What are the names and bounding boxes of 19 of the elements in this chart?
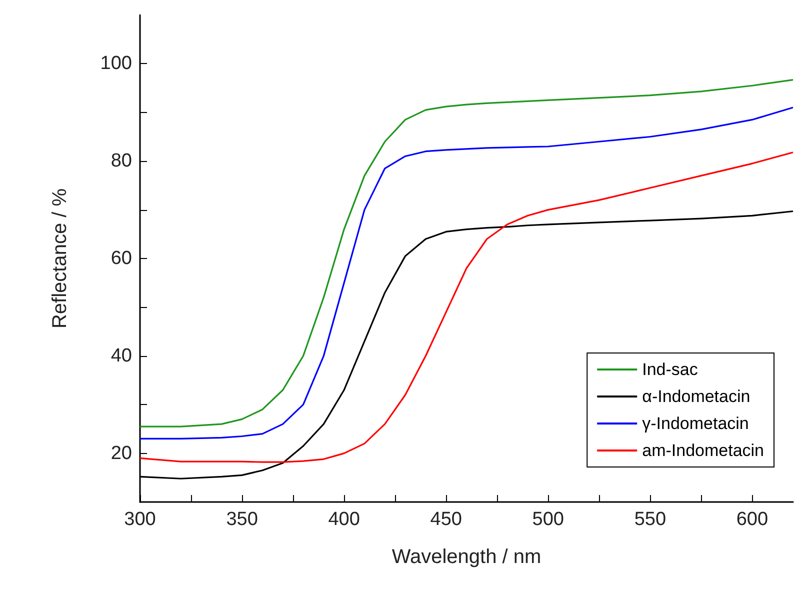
x-tick-label: 600 (736, 509, 768, 530)
x-axis-title: Wavelength / nm (392, 546, 542, 568)
x-tick-label: 350 (226, 509, 258, 530)
y-axis-title: Reflectance / % (49, 188, 71, 329)
line-series (139, 152, 794, 463)
x-tick-label: 500 (532, 509, 564, 530)
y-tick-label: 80 (110, 150, 132, 172)
x-tick-label: 300 (124, 509, 156, 530)
x-tick-label: 550 (634, 509, 666, 530)
legend-label: α-Indometacin (642, 387, 750, 406)
x-tick-label: 400 (328, 509, 360, 530)
legend-label: γ-Indometacin (642, 414, 749, 433)
y-tick-label: 100 (100, 53, 132, 74)
y-tick-label: 20 (110, 442, 132, 464)
legend-label: Ind-sac (642, 360, 698, 379)
y-tick-label: 40 (110, 345, 132, 366)
x-tick-label: 450 (430, 509, 462, 530)
legend-label: am-Indometacin (642, 441, 764, 460)
y-tick-label: 60 (110, 248, 132, 269)
